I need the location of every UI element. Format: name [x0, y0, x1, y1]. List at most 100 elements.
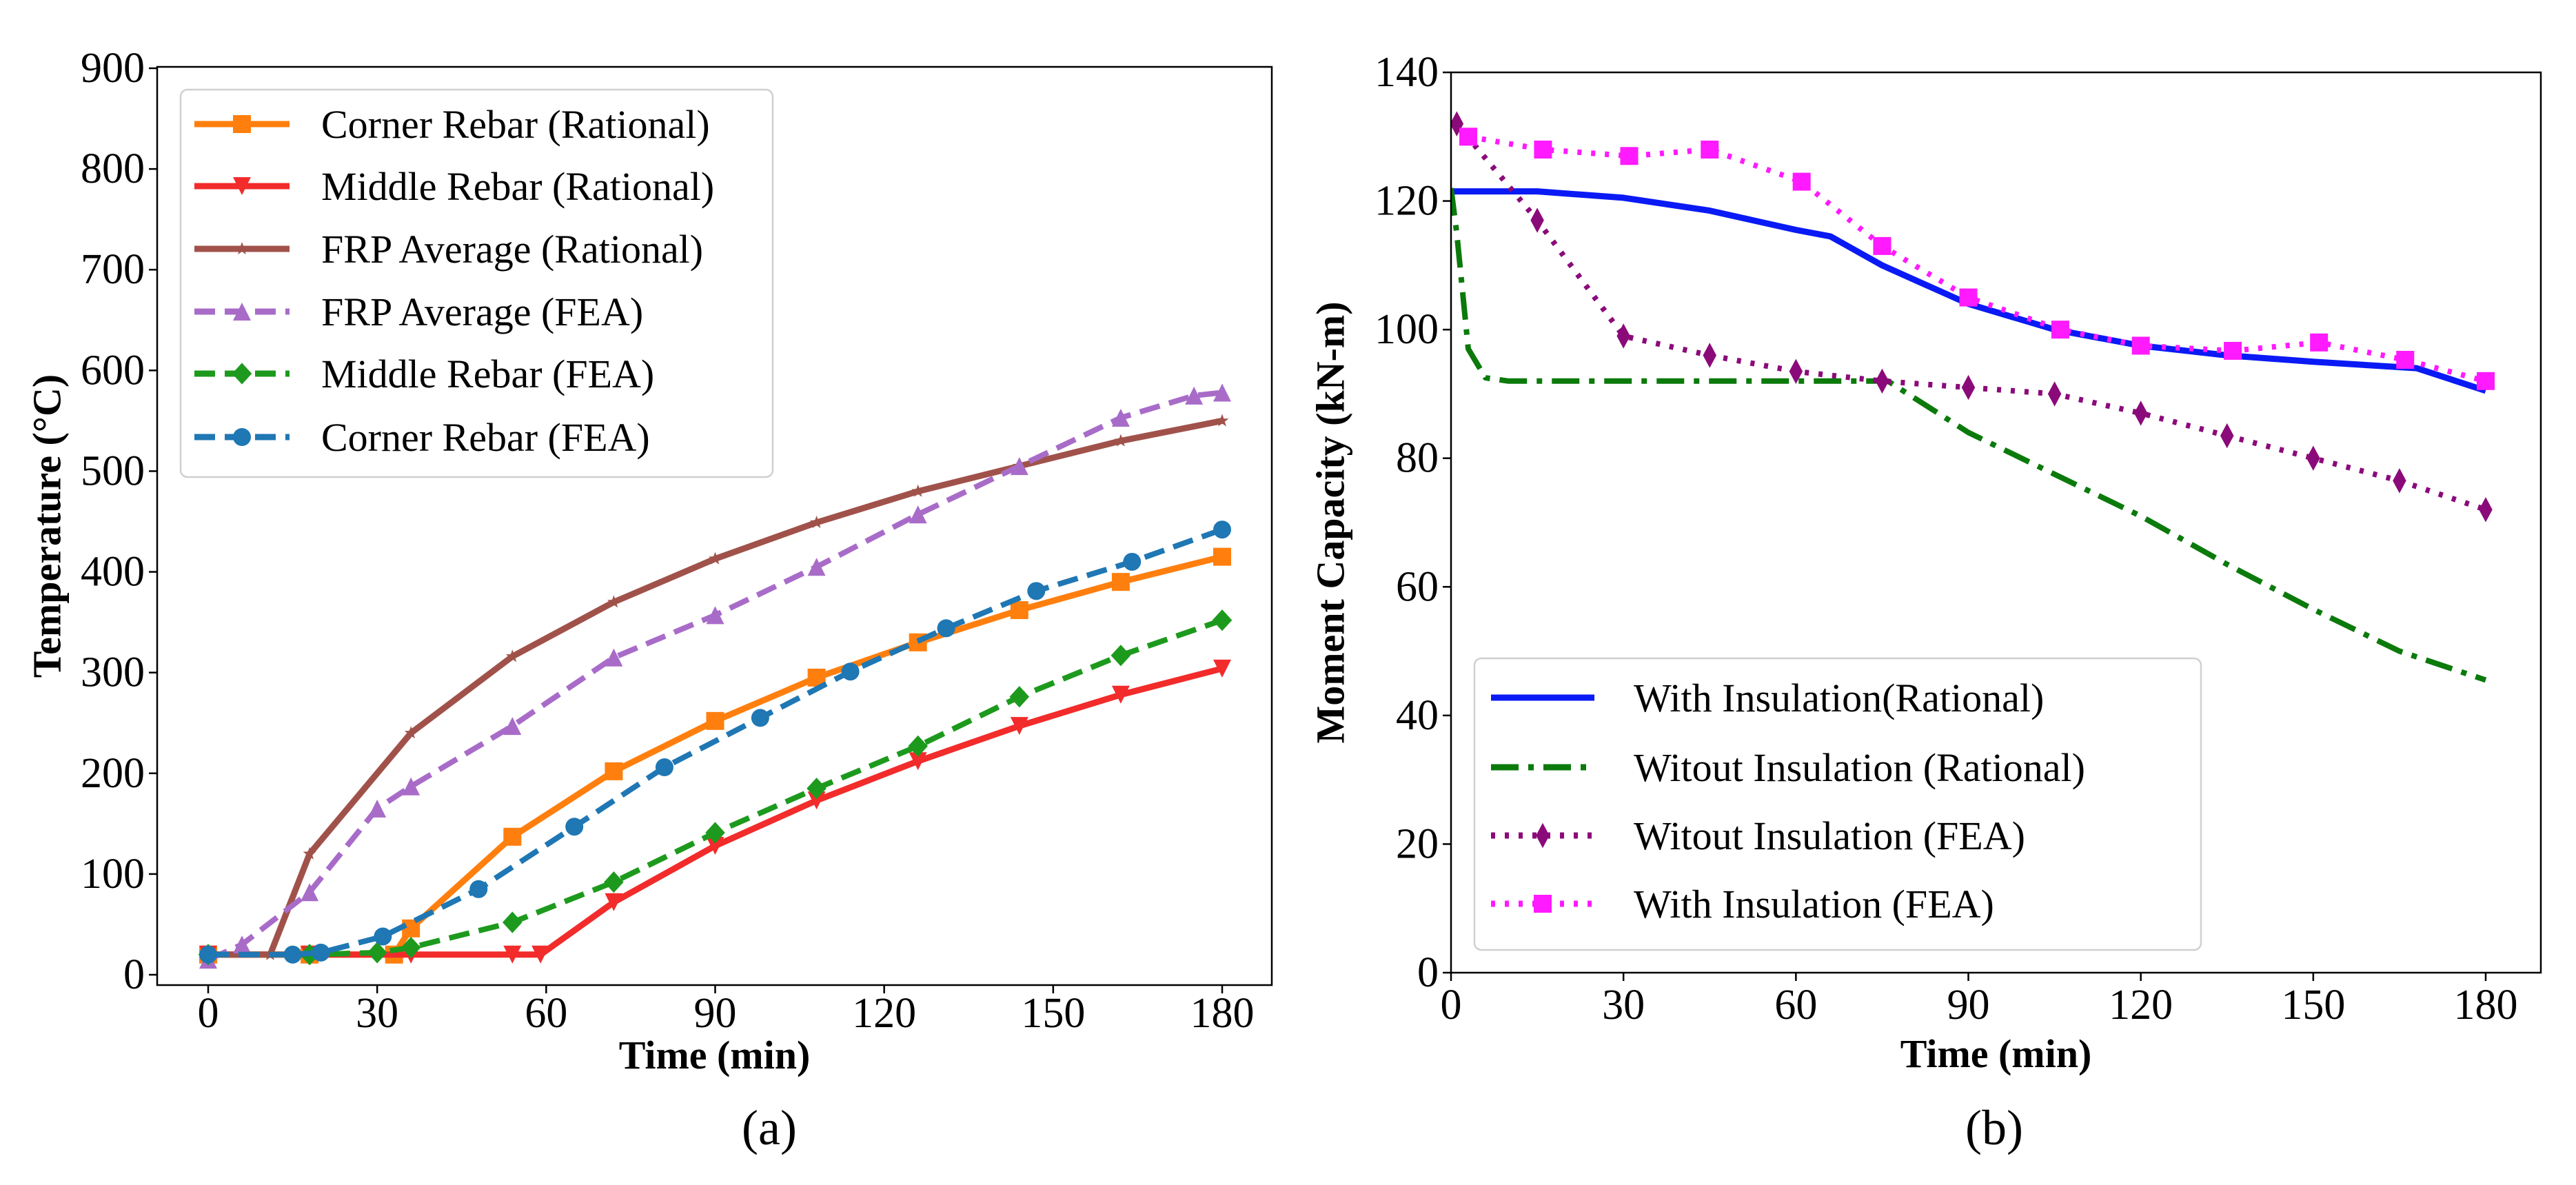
data-point-marker: [2479, 497, 2493, 523]
x-tick-label: 180: [1190, 990, 1255, 1037]
data-point-marker: [909, 752, 927, 771]
legend-label: Middle Rebar (Rational): [321, 164, 714, 209]
data-point-marker: [1185, 386, 1204, 405]
data-point-marker: [367, 942, 387, 964]
series-line: [208, 417, 1223, 958]
data-point-marker: [2306, 445, 2320, 471]
data-point-marker: [1536, 822, 1550, 849]
data-point-marker: [503, 827, 522, 846]
y-axis-title: Moment Capacity (kN-m): [1308, 301, 1352, 743]
data-point-marker: [283, 945, 302, 964]
data-point-marker: [1213, 547, 1231, 566]
data-point-marker: [810, 516, 824, 529]
data-point-marker: [1534, 895, 1552, 913]
data-point-marker: [2396, 350, 2415, 369]
data-point-marker: [503, 945, 522, 964]
y-tick-label: 80: [1396, 435, 1439, 482]
data-point-marker: [1616, 323, 1630, 349]
data-point-marker: [841, 662, 860, 681]
series-markers: [199, 520, 1231, 964]
data-point-marker: [199, 945, 217, 964]
series-markers: [1459, 128, 2495, 390]
data-point-marker: [2047, 381, 2062, 407]
series-line: [1451, 188, 2487, 394]
data-point-marker: [2220, 423, 2234, 449]
legend-entry: With Insulation(Rational): [1491, 676, 2044, 720]
series-line: [208, 617, 1224, 958]
x-tick-label: 60: [525, 990, 567, 1037]
data-point-marker: [2051, 321, 2069, 339]
x-tick-label: 30: [356, 990, 398, 1037]
data-point-marker: [604, 871, 624, 893]
y-tick-label: 140: [1375, 49, 1439, 96]
data-point-marker: [303, 847, 316, 860]
y-tick-label: 300: [81, 649, 145, 696]
data-point-marker: [807, 778, 826, 800]
data-point-marker: [232, 363, 252, 385]
data-point-marker: [605, 893, 623, 911]
data-point-marker: [235, 242, 249, 255]
data-point-marker: [1534, 140, 1552, 159]
data-point-marker: [807, 558, 826, 576]
x-tick-label: 150: [1021, 990, 1085, 1037]
data-point-marker: [368, 799, 387, 818]
y-tick-label: 500: [81, 447, 145, 494]
legend-entry: FRP Average (FEA): [194, 290, 643, 334]
data-point-marker: [1215, 414, 1229, 427]
data-point-marker: [937, 619, 955, 638]
data-point-marker: [301, 883, 319, 902]
data-point-marker: [1111, 409, 1130, 427]
data-point-marker: [1111, 573, 1130, 591]
data-point-marker: [1451, 111, 1464, 136]
data-point-marker: [2224, 341, 2242, 360]
data-point-marker: [1213, 383, 1231, 402]
data-point-marker: [1701, 140, 1719, 159]
x-tick-label: 0: [1441, 982, 1462, 1029]
data-point-marker: [469, 880, 488, 898]
legend-entry: FRP Average (Rational): [194, 227, 703, 272]
legend-label: FRP Average (Rational): [321, 227, 703, 272]
x-tick-label: 150: [2281, 982, 2345, 1029]
data-point-marker: [911, 484, 925, 497]
x-axis-title: Time (min): [1900, 1031, 2092, 1076]
legend-label: FRP Average (FEA): [321, 290, 643, 334]
series-line: [207, 389, 1223, 962]
legend-label: Corner Rebar (FEA): [321, 415, 650, 460]
data-point-marker: [505, 649, 519, 662]
data-point-marker: [751, 709, 769, 727]
data-point-marker: [1027, 582, 1046, 600]
legend-label: Middle Rebar (FEA): [321, 352, 654, 396]
data-point-marker: [531, 945, 550, 964]
data-point-marker: [1010, 717, 1028, 736]
panel-label: (a): [742, 1100, 797, 1155]
data-point-marker: [1703, 343, 1716, 368]
data-point-marker: [705, 822, 725, 844]
data-point-marker: [2477, 372, 2495, 390]
data-point-marker: [233, 303, 251, 321]
data-point-marker: [1213, 520, 1231, 539]
legend-box: [179, 88, 774, 478]
data-point-marker: [1459, 128, 1478, 146]
legend-box: [1473, 657, 2202, 951]
y-tick-label: 40: [1396, 692, 1439, 739]
data-point-marker: [1213, 659, 1231, 678]
plot-frame: [1450, 71, 2542, 974]
chart-temperature: 0 30 60 90 120 150 180 0 100 200 300 400 500 600 700 80…: [24, 45, 1273, 1155]
data-point-marker: [605, 762, 623, 780]
data-point-marker: [233, 428, 251, 446]
data-point-marker: [2131, 336, 2150, 355]
data-point-marker: [312, 943, 330, 962]
data-point-marker: [1114, 434, 1128, 447]
legend: Corner Rebar (Rational) Middle Rebar (Rat…: [179, 88, 774, 478]
data-point-marker: [1212, 609, 1233, 631]
x-tick-label: 0: [198, 990, 219, 1037]
data-point-marker: [233, 177, 251, 195]
panel-label: (b): [1965, 1100, 2023, 1155]
data-point-marker: [607, 595, 620, 608]
y-tick-label: 120: [1375, 178, 1439, 225]
x-tick-label: 60: [1774, 982, 1817, 1029]
data-point-marker: [565, 818, 584, 836]
x-axis-title: Time (min): [619, 1033, 811, 1077]
legend-label: Witout Insulation (Rational): [1634, 745, 2085, 790]
